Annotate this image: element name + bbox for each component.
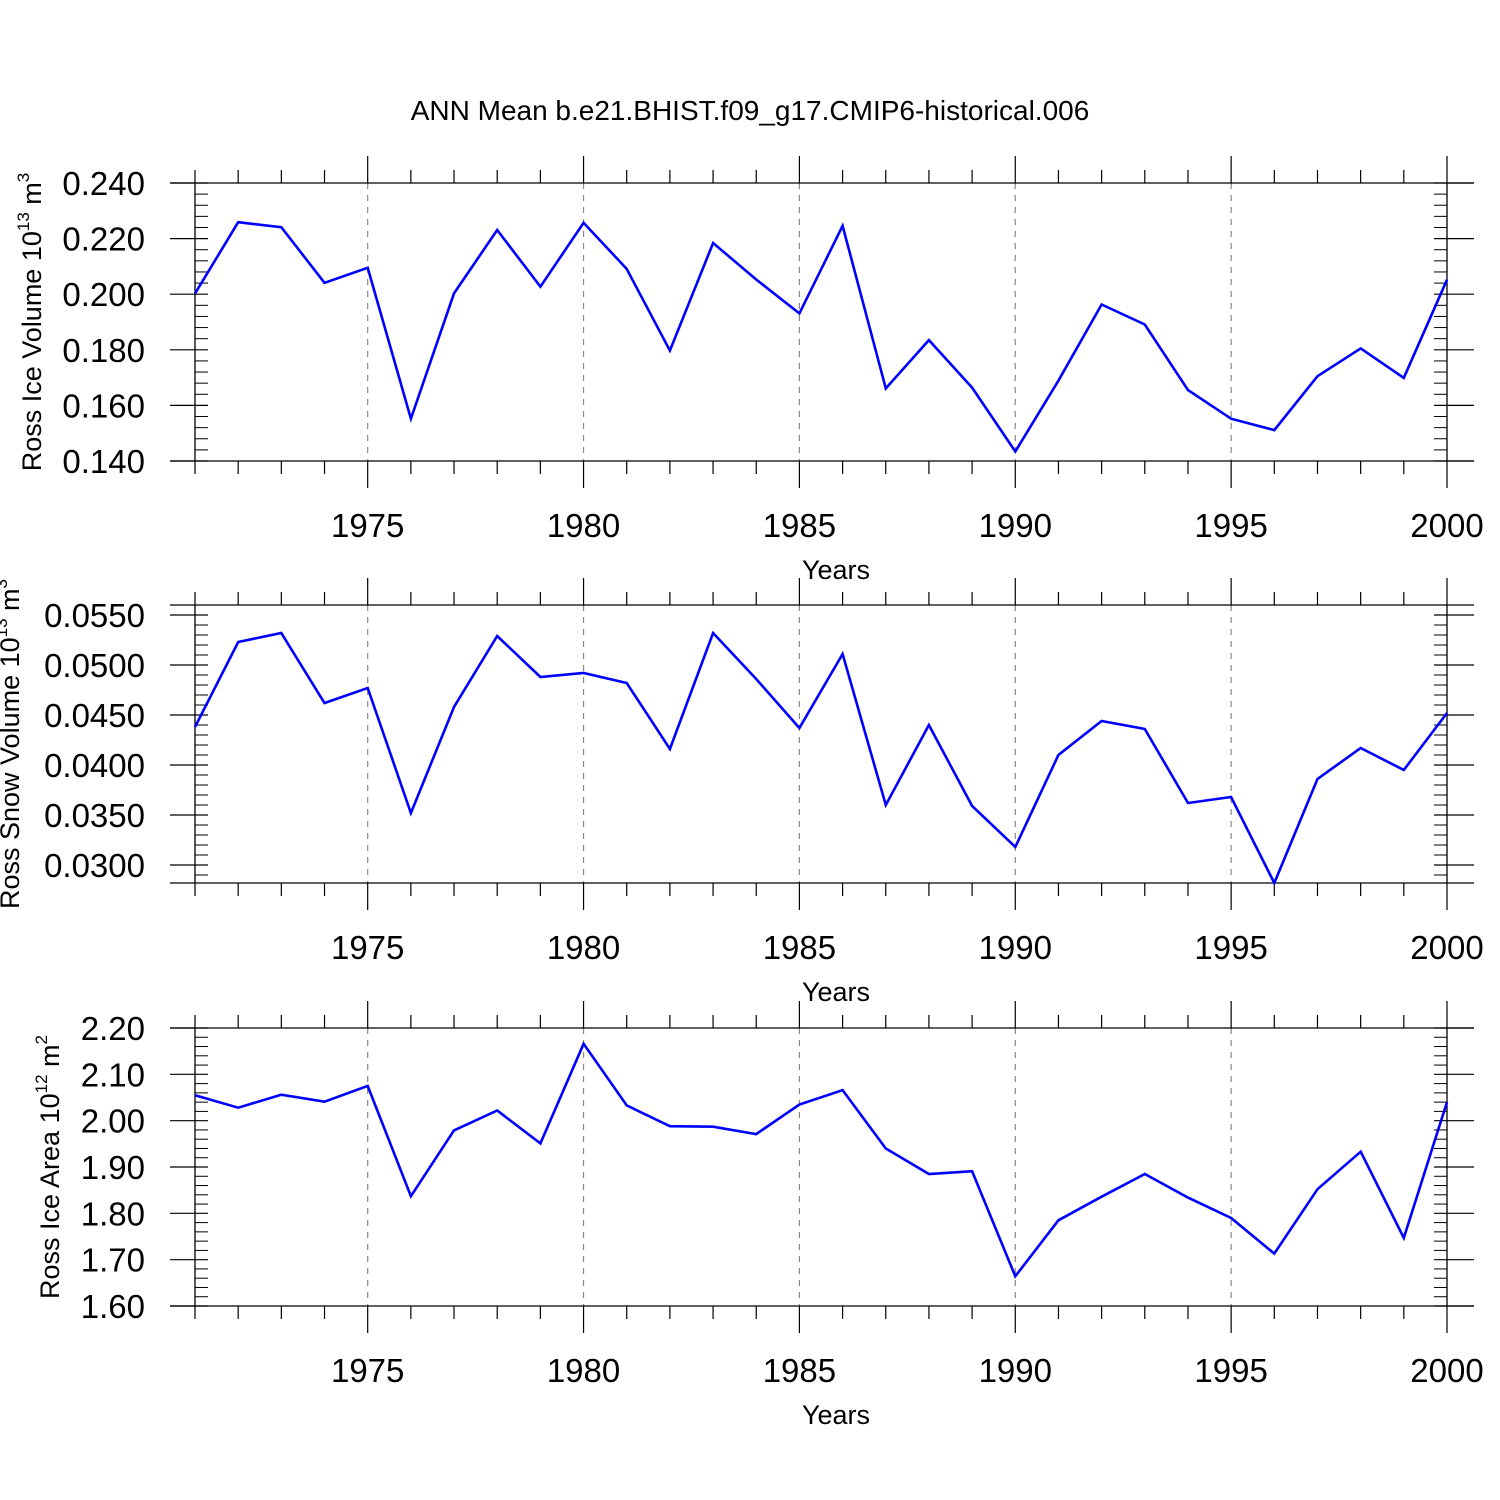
x-axis-label: Years: [802, 1400, 870, 1430]
y-tick-label: 0.160: [62, 387, 145, 424]
x-tick-label: 1980: [547, 1352, 620, 1389]
y-tick-label: 0.240: [62, 165, 145, 202]
x-tick-label: 1995: [1194, 929, 1267, 966]
y-tick-label: 0.140: [62, 443, 145, 480]
x-tick-label: 1995: [1194, 507, 1267, 544]
x-tick-label: 1975: [331, 929, 404, 966]
x-tick-label: 1990: [979, 507, 1052, 544]
y-tick-label: 0.0550: [44, 597, 145, 634]
y-tick-label: 0.0300: [44, 847, 145, 884]
y-tick-label: 0.0400: [44, 747, 145, 784]
y-tick-label: 2.20: [81, 1010, 145, 1047]
y-tick-label: 2.00: [81, 1103, 145, 1140]
x-tick-label: 2000: [1410, 1352, 1483, 1389]
y-tick-label: 2.10: [81, 1056, 145, 1093]
y-tick-label: 1.90: [81, 1149, 145, 1186]
x-tick-label: 1975: [331, 507, 404, 544]
x-tick-label: 2000: [1410, 929, 1483, 966]
y-tick-label: 0.200: [62, 276, 145, 313]
y-tick-label: 0.0450: [44, 697, 145, 734]
x-tick-label: 1985: [763, 929, 836, 966]
panels: 0.140 0.160 0.180 0.200 0.220 0.240 1975 1980 19…: [0, 156, 1484, 1430]
panel-2: 0.0300 0.0350 0.0400 0.0450 0.0500 0.0550 1975…: [0, 578, 1484, 1007]
x-tick-label: 2000: [1410, 507, 1483, 544]
x-tick-label: 1980: [547, 929, 620, 966]
x-tick-label: 1985: [763, 1352, 836, 1389]
y-tick-label: 0.180: [62, 332, 145, 369]
x-tick-label: 1990: [979, 929, 1052, 966]
series-line: [194, 1041, 1449, 1279]
y-axis-label: Ross Ice Volume 1013 m3: [14, 173, 47, 472]
y-tick-label: 1.70: [81, 1242, 145, 1279]
y-tick-label: 1.80: [81, 1195, 145, 1232]
x-axis-label: Years: [802, 977, 870, 1007]
y-axis-label: Ross Ice Area 1012 m2: [32, 1035, 65, 1299]
y-tick-label: 1.60: [81, 1288, 145, 1325]
x-tick-label: 1990: [979, 1352, 1052, 1389]
x-tick-label: 1995: [1194, 1352, 1267, 1389]
x-axis-label: Years: [802, 555, 870, 585]
y-axis-label: Ross Snow Volume 1013 m3: [0, 579, 25, 909]
figure-title: ANN Mean b.e21.BHIST.f09_g17.CMIP6-histo…: [411, 95, 1090, 126]
panel-3: 1.60 1.70 1.80 1.90 2.00 2.10 2.20 1975 1980 1985…: [32, 1001, 1484, 1430]
panel-1: 0.140 0.160 0.180 0.200 0.220 0.240 1975 1980 19…: [14, 156, 1484, 585]
x-tick-label: 1985: [763, 507, 836, 544]
x-tick-label: 1975: [331, 1352, 404, 1389]
x-tick-label: 1980: [547, 507, 620, 544]
y-tick-label: 0.0350: [44, 797, 145, 834]
series-line: [193, 220, 1449, 454]
series-line: [193, 630, 1449, 887]
y-tick-label: 0.0500: [44, 647, 145, 684]
y-tick-label: 0.220: [62, 221, 145, 258]
